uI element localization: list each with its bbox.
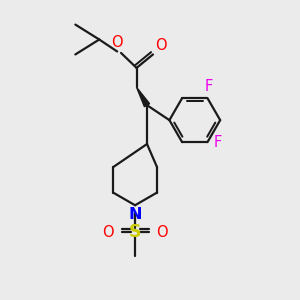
Text: O: O xyxy=(111,35,123,50)
Text: O: O xyxy=(156,225,168,240)
Text: N: N xyxy=(128,207,142,222)
Text: O: O xyxy=(103,225,114,240)
Text: F: F xyxy=(214,135,222,150)
Polygon shape xyxy=(136,87,150,107)
Text: S: S xyxy=(129,223,141,241)
Text: O: O xyxy=(155,38,167,53)
Text: F: F xyxy=(205,79,213,94)
